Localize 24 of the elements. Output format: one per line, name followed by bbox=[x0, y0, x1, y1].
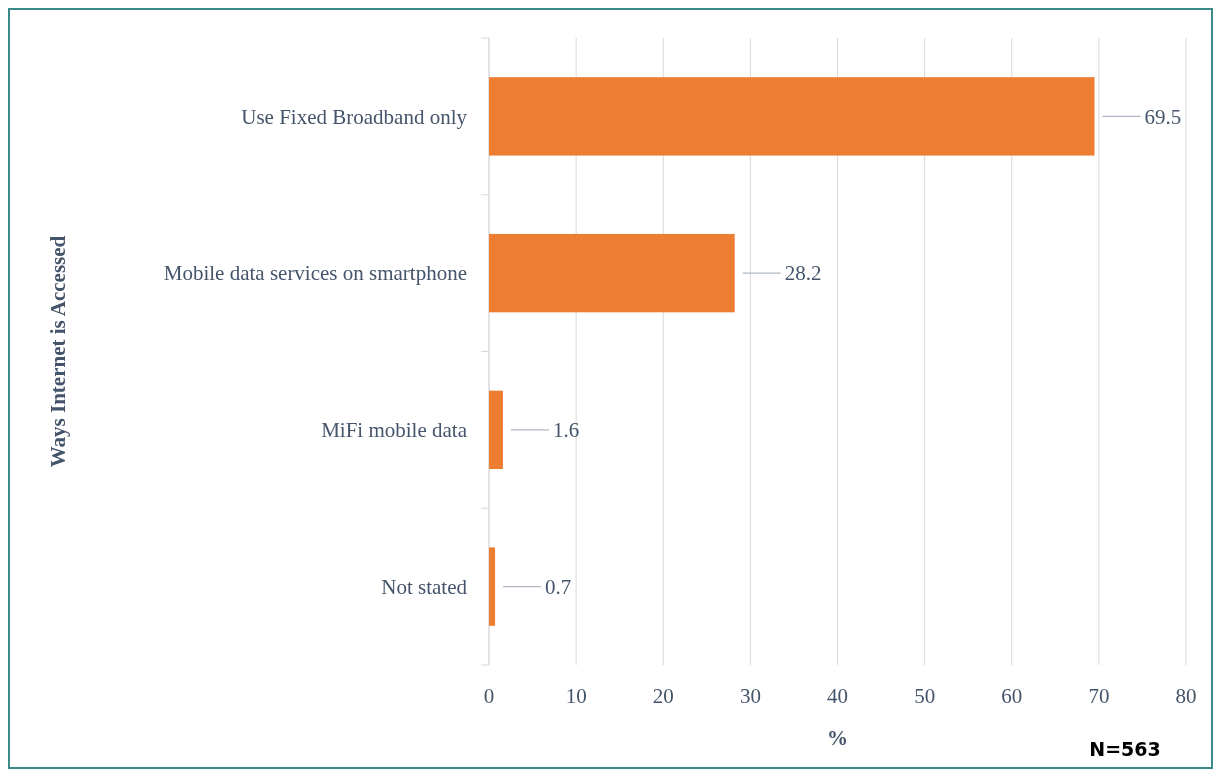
data-label: 28.2 bbox=[784, 261, 822, 286]
x-tick-label: 70 bbox=[1088, 684, 1110, 708]
x-tick-label: 80 bbox=[1175, 684, 1197, 708]
data-label: 1.6 bbox=[552, 418, 580, 443]
y-tick-label: Use Fixed Broadband only bbox=[241, 104, 468, 129]
data-label: 0.7 bbox=[545, 574, 572, 599]
bar bbox=[489, 390, 503, 470]
bar bbox=[489, 77, 1095, 156]
x-tick-label: 60 bbox=[1001, 684, 1023, 708]
x-tick-label: 0 bbox=[483, 684, 495, 708]
x-tick-label: 50 bbox=[914, 684, 936, 708]
x-axis-title: % bbox=[827, 726, 848, 750]
x-tick-label: 40 bbox=[827, 684, 848, 708]
bar bbox=[489, 547, 496, 626]
x-tick-label: 30 bbox=[739, 684, 761, 708]
x-tick-label: 10 bbox=[565, 684, 587, 708]
y-tick-label: Not stated bbox=[381, 574, 468, 599]
x-tick-label: 20 bbox=[652, 684, 674, 708]
y-tick-label: Mobile data services on smartphone bbox=[163, 261, 467, 286]
data-label: 69.5 bbox=[1144, 104, 1182, 129]
text: N=563 bbox=[1089, 738, 1161, 760]
bar bbox=[489, 233, 735, 313]
y-tick-label: MiFi mobile data bbox=[321, 418, 468, 443]
y-axis-title: Ways Internet is Accessed bbox=[46, 235, 70, 468]
